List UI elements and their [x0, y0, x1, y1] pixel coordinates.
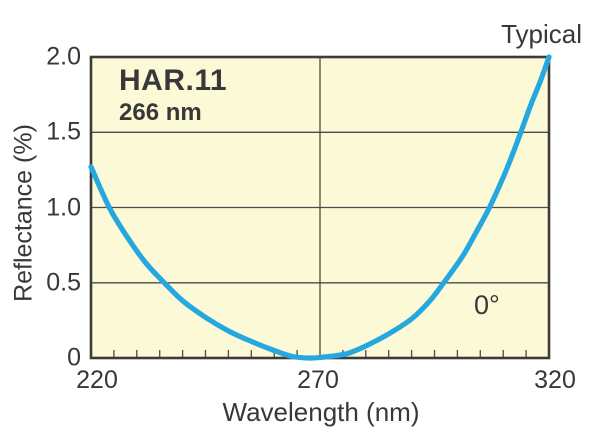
design-wavelength-label: 266 nm: [119, 99, 202, 126]
incidence-angle-label: 0°: [474, 290, 500, 320]
x-tick-label: 220: [76, 366, 118, 394]
y-axis-title: Reflectance (%): [9, 124, 38, 302]
y-tick-label: 2.0: [46, 42, 81, 71]
y-tick-label: 0.5: [46, 268, 81, 297]
y-tick-label: 0: [67, 343, 81, 372]
coating-name-label: HAR.11: [119, 64, 228, 97]
x-axis-title: Wavelength (nm): [222, 397, 420, 427]
y-tick-label: 1.5: [46, 117, 81, 146]
x-tick-label: 270: [297, 366, 339, 394]
x-tick-label: 320: [534, 366, 576, 394]
y-tick-label: 1.0: [46, 193, 81, 221]
typical-label: Typical: [501, 19, 582, 49]
reflectance-curve: [88, 54, 552, 361]
